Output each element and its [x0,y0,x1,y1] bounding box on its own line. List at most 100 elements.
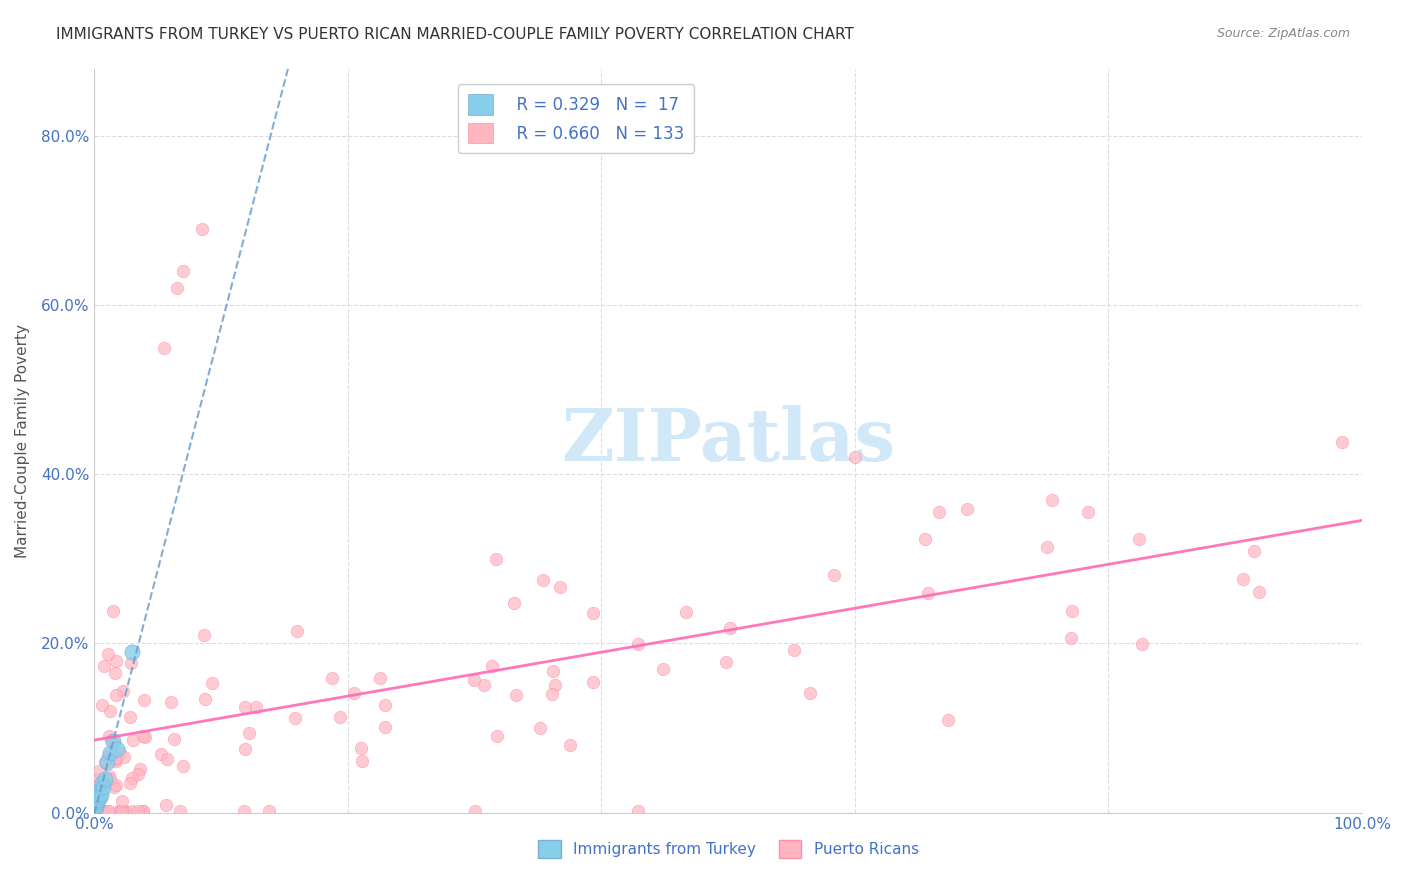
Point [104,666,127,681]
Point [485,552,508,566]
Point [284,711,307,725]
Point [531,573,554,587]
Point [582,606,605,620]
Point [97,647,120,661]
Point [844,450,866,465]
Point [914,532,936,546]
Point [90,698,112,712]
Text: IMMIGRANTS FROM TURKEY VS PUERTO RICAN MARRIED-COUPLE FAMILY POVERTY CORRELATION: IMMIGRANTS FROM TURKEY VS PUERTO RICAN M… [56,27,853,42]
Point [89,790,111,805]
Point [368,671,391,685]
Point [98,747,121,761]
Point [87,793,110,807]
Point [582,675,605,690]
Point [93,780,115,794]
Point [87,798,110,813]
Point [100,704,122,718]
Point [153,341,176,355]
Point [100,772,122,786]
Point [163,731,186,746]
Point [1060,604,1083,618]
Point [718,621,741,635]
Point [120,710,142,724]
Point [350,754,373,768]
Point [103,733,125,747]
Point [103,604,125,618]
Point [120,656,142,670]
Point [541,687,564,701]
Point [128,762,150,776]
Point [936,713,959,727]
Point [127,766,149,780]
Point [93,772,115,786]
Point [529,721,551,735]
Point [94,755,117,769]
Point [172,759,194,773]
Point [104,751,127,765]
Point [127,804,149,818]
Point [103,780,125,794]
Point [627,804,650,818]
Point [104,778,127,792]
Point [1060,632,1083,646]
Point [118,776,141,790]
Point [928,505,950,519]
Point [121,771,143,785]
Point [257,804,280,818]
Point [285,624,308,638]
Point [97,749,120,764]
Point [233,804,256,818]
Text: Source: ZipAtlas.com: Source: ZipAtlas.com [1216,27,1350,40]
Point [96,804,118,818]
Point [824,568,846,582]
Point [90,787,112,801]
Point [104,654,127,668]
Point [160,695,183,709]
Point [86,798,108,813]
Point [97,729,120,743]
Point [481,659,503,673]
Point [463,673,485,687]
Point [1232,572,1254,586]
Point [474,678,496,692]
Text: ZIPatlas: ZIPatlas [561,405,896,476]
Point [86,796,108,810]
Point [105,754,128,768]
Point [193,628,215,642]
Legend:   R = 0.329   N =  17,   R = 0.660   N = 133: R = 0.329 N = 17, R = 0.660 N = 133 [458,84,695,153]
Point [132,804,155,818]
Point [98,804,121,818]
Point [132,804,155,818]
Point [321,671,343,685]
Point [132,729,155,743]
Point [917,586,939,600]
Point [1040,492,1063,507]
Point [108,804,131,818]
Point [87,784,110,798]
Point [96,755,118,769]
Point [112,750,135,764]
Point [108,804,131,818]
Point [233,742,256,756]
Point [485,729,508,743]
Point [111,804,134,818]
Point [166,281,188,295]
Point [93,777,115,791]
Point [86,772,108,786]
Point [799,686,821,700]
Point [1130,637,1153,651]
Point [91,776,114,790]
Point [1077,505,1099,519]
Point [89,764,111,778]
Point [194,692,217,706]
Point [98,769,121,783]
Point [1128,532,1150,546]
Point [1036,540,1059,554]
Point [374,698,396,713]
Point [172,264,194,278]
Point [105,688,128,702]
Point [627,637,650,651]
Point [169,804,191,818]
Point [91,804,114,818]
Point [105,742,128,756]
